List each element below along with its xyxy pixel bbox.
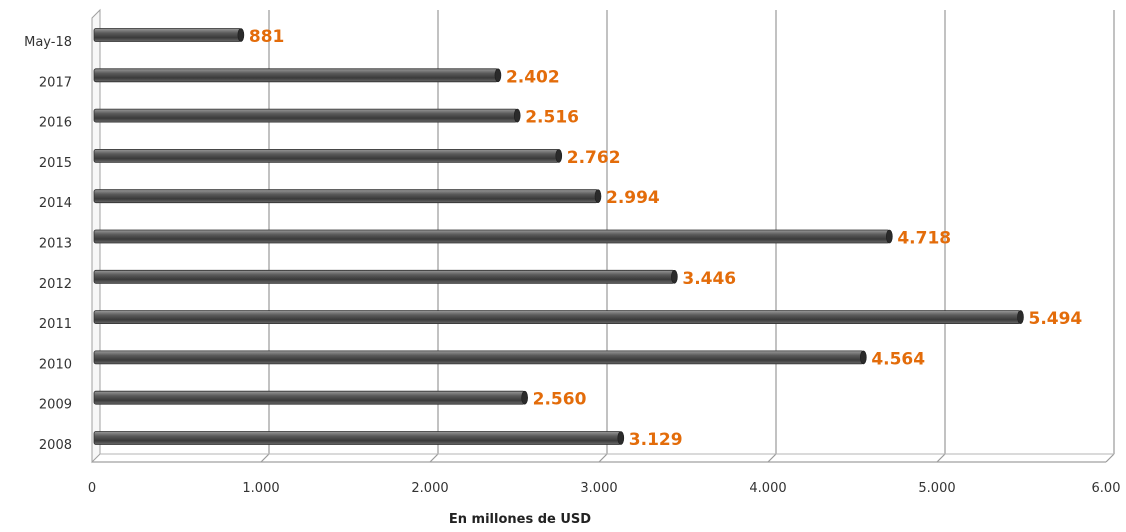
x-tick-label: 5.000	[918, 481, 955, 496]
category-label: 2017	[39, 75, 72, 90]
category-label: 2013	[39, 237, 72, 252]
x-tick-label: 3.000	[580, 481, 617, 496]
gridline-floor	[598, 453, 608, 463]
gridline-floor	[767, 453, 777, 463]
category-label: 2012	[39, 277, 72, 292]
data-label: 2.516	[525, 108, 579, 128]
bar	[93, 390, 526, 405]
bar-end-cap	[1017, 310, 1024, 324]
data-label: 881	[249, 27, 285, 47]
category-label: 2014	[39, 196, 72, 211]
bar-end-cap	[237, 28, 245, 42]
bar-end-cap	[671, 269, 678, 284]
bar-end-cap	[513, 108, 521, 123]
category-label: May-18	[24, 35, 72, 50]
x-tick-label: 1.000	[242, 481, 279, 496]
bar	[93, 148, 560, 163]
bar-end-cap	[555, 149, 563, 163]
gridline-floor	[936, 453, 946, 463]
x-tick-label: 6.00	[1092, 481, 1121, 496]
data-label: 2.994	[606, 188, 660, 208]
bar	[93, 350, 864, 365]
bar	[93, 28, 242, 42]
bar-end-cap	[886, 229, 893, 244]
bar-end-cap	[521, 390, 528, 405]
x-tick-label: 2.000	[411, 481, 448, 496]
bar	[93, 229, 890, 244]
bar-end-cap	[617, 431, 625, 445]
category-label: 2016	[39, 116, 72, 131]
x-tick-label: 4.000	[749, 481, 786, 496]
data-label: 4.718	[897, 229, 951, 249]
data-label: 2.762	[567, 148, 621, 168]
bar	[93, 431, 622, 445]
bar-end-cap	[860, 350, 867, 365]
data-label: 3.129	[629, 430, 683, 450]
bar	[93, 108, 518, 123]
data-labels: 881 2.402 2.516 2.762 2.994 4.718 3.446 5.494 4.…	[249, 27, 1083, 450]
bar-end-cap	[594, 189, 602, 203]
data-label: 3.446	[682, 269, 736, 289]
category-label: 2008	[39, 438, 72, 453]
x-tick-label: 0	[88, 481, 96, 496]
category-labels: May-18 2017 2016 2015 2014 2013 2012 2011 2010 20…	[24, 35, 72, 453]
category-label: 2015	[39, 156, 72, 171]
category-label: 2010	[39, 357, 72, 372]
bar	[93, 269, 675, 284]
bars	[93, 28, 1024, 445]
bar	[93, 189, 599, 204]
data-label: 4.564	[871, 349, 925, 369]
gridline-floor	[429, 453, 439, 463]
bar	[93, 68, 499, 83]
bar-end-cap	[494, 68, 502, 83]
gridline-floor	[260, 453, 270, 463]
x-axis-title: En millones de USD	[449, 512, 591, 527]
data-label: 2.402	[506, 67, 560, 87]
data-label: 2.560	[533, 390, 587, 410]
gridline-floor	[1105, 453, 1115, 463]
category-label: 2009	[39, 398, 72, 413]
data-label: 5.494	[1028, 309, 1082, 329]
x-tick-labels: 0 1.000 2.000 3.000 4.000 5.000 6.00	[88, 481, 1121, 496]
category-label: 2011	[39, 317, 72, 332]
bar	[93, 310, 1021, 325]
